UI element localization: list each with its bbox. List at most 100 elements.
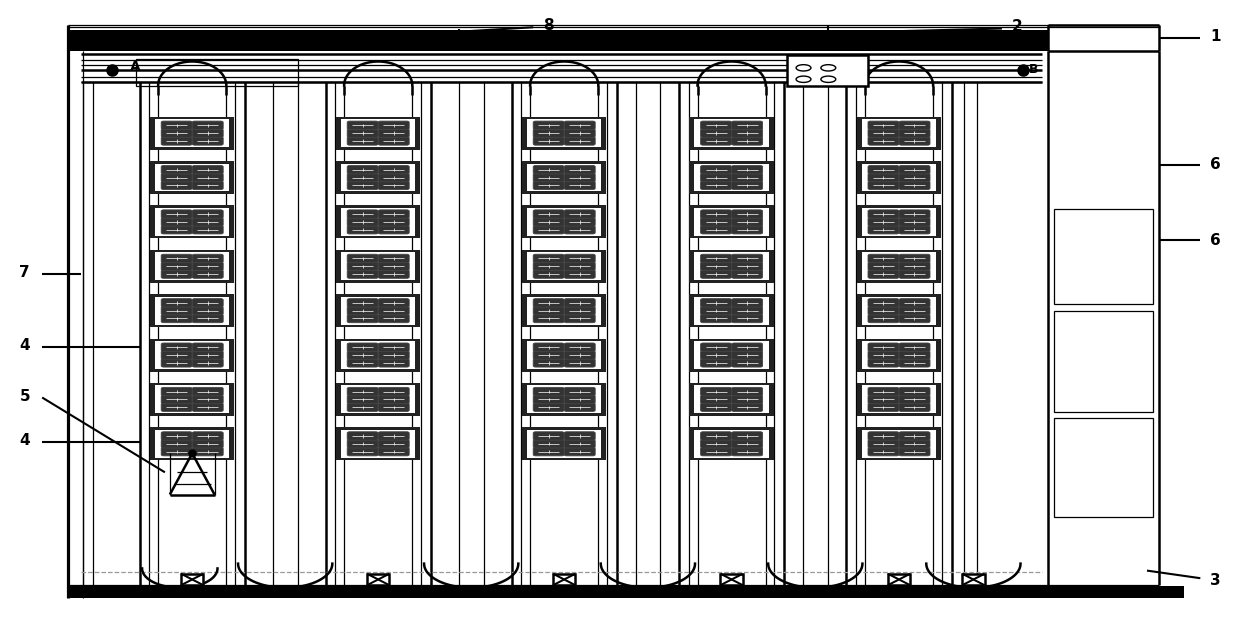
Bar <box>787 55 868 86</box>
FancyBboxPatch shape <box>161 210 192 218</box>
FancyBboxPatch shape <box>701 165 732 174</box>
Bar <box>150 117 234 150</box>
Bar <box>527 430 601 458</box>
FancyBboxPatch shape <box>732 432 763 440</box>
Bar <box>527 297 601 325</box>
FancyBboxPatch shape <box>868 343 899 351</box>
FancyBboxPatch shape <box>564 137 595 145</box>
FancyBboxPatch shape <box>899 226 930 234</box>
FancyBboxPatch shape <box>899 137 930 145</box>
Bar <box>862 297 936 325</box>
Text: 6: 6 <box>1210 157 1220 172</box>
Bar <box>689 205 774 238</box>
Ellipse shape <box>821 76 836 82</box>
FancyBboxPatch shape <box>378 448 409 456</box>
FancyBboxPatch shape <box>378 343 409 351</box>
FancyBboxPatch shape <box>533 314 564 323</box>
FancyBboxPatch shape <box>868 181 899 190</box>
Bar <box>68 586 1184 598</box>
FancyBboxPatch shape <box>161 351 192 359</box>
FancyBboxPatch shape <box>378 403 409 411</box>
Bar <box>341 252 415 280</box>
FancyBboxPatch shape <box>732 173 763 182</box>
Bar <box>336 339 420 372</box>
Bar <box>522 339 606 372</box>
FancyBboxPatch shape <box>347 432 378 440</box>
FancyBboxPatch shape <box>347 448 378 456</box>
Bar <box>341 119 415 147</box>
FancyBboxPatch shape <box>899 217 930 226</box>
FancyBboxPatch shape <box>732 226 763 234</box>
FancyBboxPatch shape <box>732 270 763 278</box>
Bar <box>150 383 234 416</box>
FancyBboxPatch shape <box>161 129 192 138</box>
FancyBboxPatch shape <box>347 210 378 218</box>
FancyBboxPatch shape <box>868 165 899 174</box>
FancyBboxPatch shape <box>378 351 409 359</box>
FancyBboxPatch shape <box>732 395 763 404</box>
FancyBboxPatch shape <box>533 359 564 367</box>
FancyBboxPatch shape <box>161 226 192 234</box>
FancyBboxPatch shape <box>564 403 595 411</box>
FancyBboxPatch shape <box>701 254 732 262</box>
FancyBboxPatch shape <box>347 226 378 234</box>
FancyBboxPatch shape <box>564 217 595 226</box>
FancyBboxPatch shape <box>868 395 899 404</box>
Bar <box>862 164 936 191</box>
FancyBboxPatch shape <box>899 351 930 359</box>
Text: 4: 4 <box>20 338 30 353</box>
Bar <box>522 117 606 150</box>
Bar <box>341 297 415 325</box>
FancyBboxPatch shape <box>378 299 409 307</box>
Bar <box>857 339 941 372</box>
FancyBboxPatch shape <box>378 165 409 174</box>
Bar <box>694 208 769 236</box>
Ellipse shape <box>821 65 836 71</box>
FancyBboxPatch shape <box>701 270 732 278</box>
FancyBboxPatch shape <box>732 439 763 448</box>
FancyBboxPatch shape <box>701 181 732 190</box>
FancyBboxPatch shape <box>564 343 595 351</box>
FancyBboxPatch shape <box>161 262 192 271</box>
FancyBboxPatch shape <box>732 343 763 351</box>
FancyBboxPatch shape <box>161 165 192 174</box>
Bar <box>155 430 229 458</box>
FancyBboxPatch shape <box>192 217 223 226</box>
Bar <box>522 205 606 238</box>
Text: B: B <box>1029 63 1039 76</box>
FancyBboxPatch shape <box>533 395 564 404</box>
Text: 2: 2 <box>1012 19 1022 34</box>
Bar <box>522 294 606 327</box>
Bar <box>150 339 234 372</box>
FancyBboxPatch shape <box>161 314 192 323</box>
Bar <box>888 574 910 585</box>
FancyBboxPatch shape <box>161 121 192 129</box>
Bar <box>962 574 985 585</box>
Text: 7: 7 <box>20 265 30 280</box>
FancyBboxPatch shape <box>732 359 763 367</box>
FancyBboxPatch shape <box>701 306 732 315</box>
FancyBboxPatch shape <box>732 210 763 218</box>
FancyBboxPatch shape <box>161 173 192 182</box>
FancyBboxPatch shape <box>868 210 899 218</box>
Bar <box>689 117 774 150</box>
FancyBboxPatch shape <box>533 173 564 182</box>
Bar <box>553 574 575 585</box>
FancyBboxPatch shape <box>701 403 732 411</box>
FancyBboxPatch shape <box>533 403 564 411</box>
Bar <box>694 385 769 413</box>
FancyBboxPatch shape <box>564 395 595 404</box>
Bar <box>694 119 769 147</box>
Bar <box>155 208 229 236</box>
FancyBboxPatch shape <box>533 121 564 129</box>
FancyBboxPatch shape <box>347 299 378 307</box>
FancyBboxPatch shape <box>347 403 378 411</box>
Bar <box>1054 418 1153 517</box>
Bar <box>689 339 774 372</box>
FancyBboxPatch shape <box>533 343 564 351</box>
Bar <box>689 161 774 194</box>
FancyBboxPatch shape <box>701 359 732 367</box>
FancyBboxPatch shape <box>161 306 192 315</box>
FancyBboxPatch shape <box>378 226 409 234</box>
Text: 8: 8 <box>543 18 553 33</box>
